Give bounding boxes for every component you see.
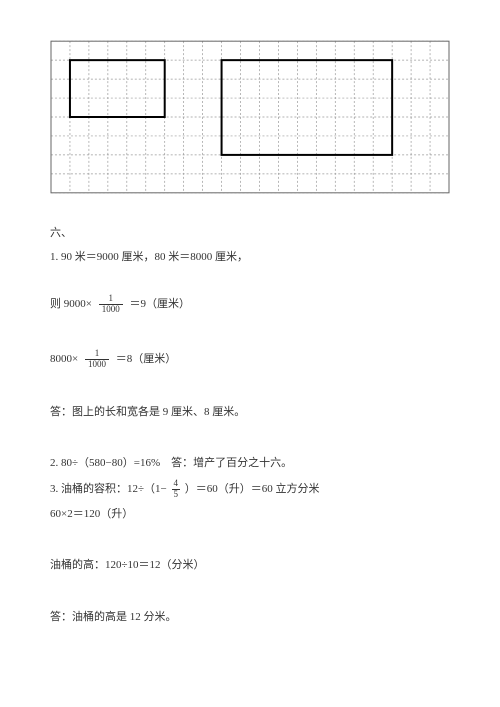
solutions-section: 六、 1. 90 米＝9000 厘米，80 米＝8000 厘米， 则 9000×…: [50, 225, 450, 627]
fraction-1-1000: 1 1000: [99, 294, 123, 315]
p3-line3: 油桶的高：120÷10＝12（分米）: [50, 557, 450, 575]
fraction-4-5: 4 5: [172, 479, 181, 500]
section-heading: 六、: [50, 225, 450, 243]
p1-line3: 8000× 1 1000 ＝8（厘米）: [50, 349, 450, 370]
p1-l3a: 8000×: [50, 353, 78, 365]
p1-line2: 则 9000× 1 1000 ＝9（厘米）: [50, 294, 450, 315]
grid-diagram: [50, 40, 450, 195]
p1-answer: 答：图上的长和宽各是 9 厘米、8 厘米。: [50, 404, 450, 422]
frac-den: 5: [172, 490, 181, 500]
grid-svg: [50, 40, 450, 194]
p1-l2a: 则 9000×: [50, 298, 92, 310]
p3-l1b: ）＝60（升）＝60 立方分米: [185, 483, 320, 495]
frac-den: 1000: [85, 360, 109, 370]
frac-den: 1000: [99, 305, 123, 315]
p3-answer: 答：油桶的高是 12 分米。: [50, 609, 450, 627]
p3-l1a: 3. 油桶的容积：12÷（1−: [50, 483, 167, 495]
p1-l3b: ＝8（厘米）: [116, 353, 177, 365]
p1-line1: 1. 90 米＝9000 厘米，80 米＝8000 厘米，: [50, 249, 450, 267]
fraction-1-1000: 1 1000: [85, 349, 109, 370]
p1-l2b: ＝9（厘米）: [129, 298, 190, 310]
p2-line: 2. 80÷（580−80）=16% 答：增产了百分之十六。: [50, 455, 450, 473]
p3-line1: 3. 油桶的容积：12÷（1− 4 5 ）＝60（升）＝60 立方分米: [50, 479, 450, 500]
p3-line2: 60×2＝120（升）: [50, 506, 450, 524]
